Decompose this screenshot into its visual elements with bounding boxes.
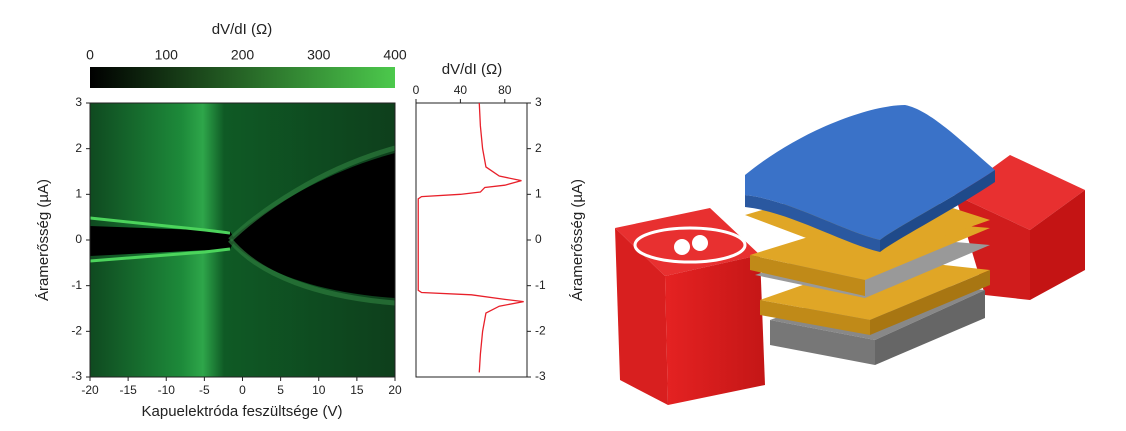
- y-tick-label: -1: [71, 278, 82, 292]
- y-tick-label: -3: [71, 369, 82, 383]
- x-tick-label: 40: [454, 83, 468, 97]
- y-tick-label: 1: [75, 187, 82, 201]
- y-tick-label: -2: [71, 324, 82, 338]
- x-tick-label: 0: [413, 83, 420, 97]
- y-tick-label: 1: [535, 187, 542, 201]
- x-tick-label: -10: [158, 383, 176, 397]
- line: [417, 102, 524, 373]
- y-tick-label: 3: [75, 95, 82, 109]
- heatmap: [89, 103, 396, 377]
- y-tick-label: -3: [535, 369, 546, 383]
- x-tick-label: 15: [350, 383, 364, 397]
- y-tick-label: 0: [535, 232, 542, 246]
- map-edge: [89, 247, 231, 263]
- x-tick-label: 5: [277, 383, 284, 397]
- colorbar-tick-label: 100: [155, 47, 179, 63]
- y-tick-label: 2: [75, 141, 82, 155]
- colorbar-tick-label: 200: [231, 47, 255, 63]
- map-lens: [230, 153, 395, 298]
- x-tick-label: -15: [119, 383, 137, 397]
- y-tick-label: -2: [535, 324, 546, 338]
- y-tick-label: 0: [75, 232, 82, 246]
- x-tick-label: 20: [388, 383, 402, 397]
- y-axis-label: Áramerősség (µA): [35, 179, 52, 301]
- colorbar: [90, 67, 395, 88]
- y-tick-label: 3: [535, 95, 542, 109]
- colorbar-tick-label: 400: [383, 47, 407, 63]
- colorbar-tick-label: 0: [86, 47, 94, 63]
- map-edge: [89, 216, 231, 235]
- x-tick-label: 80: [498, 83, 512, 97]
- x-tick-label: -5: [199, 383, 210, 397]
- colorbar-tick-label: 300: [307, 47, 331, 63]
- map-band: [90, 226, 235, 256]
- map-halo: [228, 238, 396, 306]
- y-tick-label: -1: [535, 278, 546, 292]
- plot-frame: [415, 102, 528, 378]
- y2-axis-label: Áramerősség (µA): [569, 179, 586, 301]
- colorbar-title: dV/dI (Ω): [212, 21, 272, 38]
- y-tick-label: 2: [535, 141, 542, 155]
- device-illustration: [615, 105, 1085, 405]
- x-axis-label: Kapuelektróda feszültsége (V): [142, 403, 343, 420]
- x-tick-label: 10: [312, 383, 326, 397]
- x-tick-label: 0: [239, 383, 246, 397]
- map-halo: [228, 145, 396, 242]
- line-title: dV/dI (Ω): [442, 61, 502, 78]
- x-tick-label: -20: [81, 383, 99, 397]
